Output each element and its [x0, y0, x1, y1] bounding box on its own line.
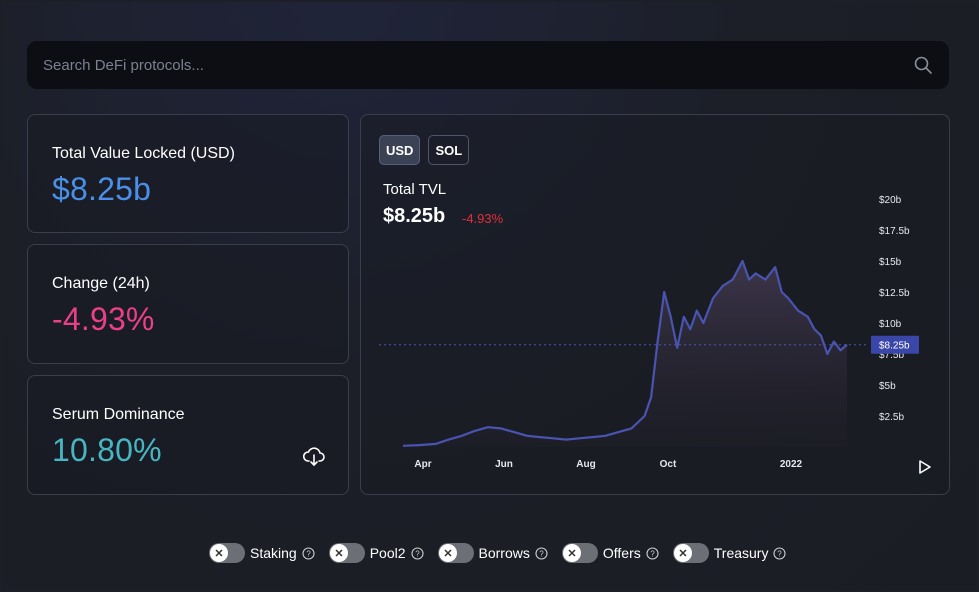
y-tick-label: $17.5b — [879, 226, 910, 237]
tvl-chart[interactable]: $2.5b $5b $7.5b $10b $12.5b $15b $17.5b $20b $8.… — [361, 115, 951, 496]
svg-text:?: ? — [650, 549, 655, 558]
dominance-card: Serum Dominance 10.80% — [27, 375, 349, 495]
cloud-download-icon[interactable] — [302, 444, 326, 468]
treasury-label: Treasury — [713, 545, 769, 561]
search-input[interactable] — [43, 56, 913, 74]
x-icon — [443, 549, 452, 557]
chart-title: Total TVL — [383, 181, 447, 198]
x-tick-label: 2022 — [780, 459, 803, 470]
help-icon[interactable]: ? — [773, 546, 787, 560]
borrows-label: Borrows — [478, 545, 530, 561]
current-value-badge — [871, 335, 919, 354]
x-icon — [335, 549, 343, 557]
x-icon — [568, 549, 576, 557]
y-tick-label: $5b — [879, 381, 896, 392]
offers-switch[interactable] — [561, 543, 598, 563]
y-tick-label: $2.5b — [879, 412, 904, 423]
svg-text:?: ? — [306, 549, 311, 558]
svg-text:?: ? — [415, 549, 420, 558]
filter-toggles: Staking ? Pool2 ? Borrows ? Offers ? Tre… — [209, 543, 787, 563]
sol-button[interactable]: SOL — [428, 135, 470, 165]
play-icon[interactable] — [918, 459, 932, 475]
tvl-area — [403, 261, 847, 447]
x-icon — [215, 549, 223, 557]
svg-text:?: ? — [539, 549, 544, 558]
tvl-chart-card: USD SOL Total TVL $8.25b -4.93% $2.5b $5b… — [360, 114, 950, 495]
x-tick-label: Aug — [576, 459, 595, 470]
offers-label: Offers — [602, 545, 641, 561]
pool2-switch[interactable] — [328, 543, 365, 563]
change-label: Change (24h) — [52, 275, 150, 292]
help-icon[interactable]: ? — [646, 546, 659, 560]
y-tick-label: $10b — [879, 319, 902, 330]
currency-toggle: USD SOL — [379, 135, 470, 165]
x-icon — [679, 549, 687, 557]
tvl-card: Total Value Locked (USD) $8.25b — [27, 114, 349, 233]
chart-value: $8.25b — [383, 205, 446, 227]
filter-offers[interactable]: Offers ? — [561, 543, 659, 563]
help-icon[interactable]: ? — [302, 546, 315, 560]
staking-switch[interactable] — [209, 543, 245, 563]
tvl-label: Total Value Locked (USD) — [52, 145, 235, 162]
change-value: -4.93% — [52, 301, 155, 337]
x-tick-label: Apr — [414, 459, 431, 470]
pool2-label: Pool2 — [369, 545, 406, 561]
tvl-line — [402, 259, 848, 447]
current-value-label: $8.25b — [879, 341, 910, 352]
x-tick-label: Jun — [495, 459, 513, 470]
svg-text:?: ? — [778, 549, 783, 558]
tvl-value: $8.25b — [52, 171, 152, 207]
y-tick-label: $12.5b — [879, 288, 910, 299]
treasury-switch[interactable] — [672, 543, 709, 563]
y-tick-label: $20b — [879, 195, 902, 206]
help-icon[interactable]: ? — [535, 546, 548, 560]
chart-change: -4.93% — [462, 211, 504, 226]
dominance-value: 10.80% — [52, 432, 162, 468]
change-card: Change (24h) -4.93% — [27, 244, 349, 364]
search-bar[interactable] — [27, 41, 949, 89]
y-tick-label: $7.5b — [879, 350, 904, 361]
y-tick-label: $15b — [879, 257, 902, 268]
x-tick-label: Oct — [660, 459, 677, 470]
search-icon[interactable] — [913, 55, 933, 75]
filter-pool2[interactable]: Pool2 ? — [328, 543, 424, 563]
dominance-label: Serum Dominance — [52, 406, 185, 423]
filter-borrows[interactable]: Borrows ? — [437, 543, 548, 563]
usd-button[interactable]: USD — [379, 135, 421, 165]
help-icon[interactable]: ? — [410, 546, 424, 560]
staking-label: Staking — [250, 545, 297, 561]
filter-staking[interactable]: Staking ? — [209, 543, 315, 563]
borrows-switch[interactable] — [437, 543, 474, 563]
filter-treasury[interactable]: Treasury ? — [672, 543, 787, 563]
